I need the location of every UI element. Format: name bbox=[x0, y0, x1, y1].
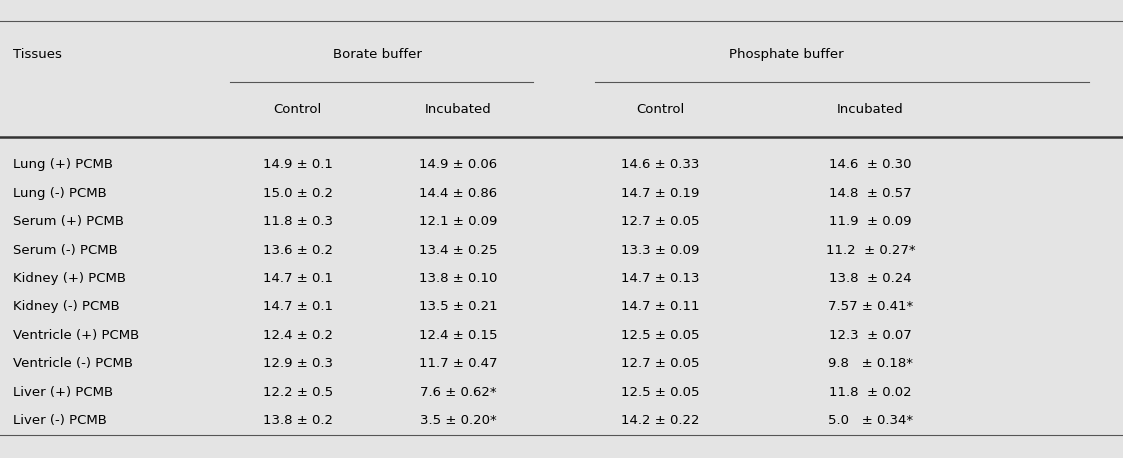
Text: Control: Control bbox=[274, 104, 321, 116]
Text: 14.8  ± 0.57: 14.8 ± 0.57 bbox=[829, 187, 912, 200]
Text: 7.6 ± 0.62*: 7.6 ± 0.62* bbox=[420, 386, 496, 398]
Text: 13.8 ± 0.2: 13.8 ± 0.2 bbox=[263, 414, 332, 427]
Text: 14.9 ± 0.1: 14.9 ± 0.1 bbox=[263, 158, 332, 171]
Text: 14.6 ± 0.33: 14.6 ± 0.33 bbox=[621, 158, 700, 171]
Text: Ventricle (-) PCMB: Ventricle (-) PCMB bbox=[13, 357, 134, 370]
Text: 13.8  ± 0.24: 13.8 ± 0.24 bbox=[829, 272, 912, 285]
Text: Serum (+) PCMB: Serum (+) PCMB bbox=[13, 215, 125, 228]
Text: 11.8 ± 0.3: 11.8 ± 0.3 bbox=[263, 215, 332, 228]
Text: 12.2 ± 0.5: 12.2 ± 0.5 bbox=[263, 386, 332, 398]
Text: 11.8  ± 0.02: 11.8 ± 0.02 bbox=[829, 386, 912, 398]
Text: 12.5 ± 0.05: 12.5 ± 0.05 bbox=[621, 386, 700, 398]
Text: 14.2 ± 0.22: 14.2 ± 0.22 bbox=[621, 414, 700, 427]
Text: Phosphate buffer: Phosphate buffer bbox=[729, 49, 843, 61]
Text: 11.9  ± 0.09: 11.9 ± 0.09 bbox=[829, 215, 912, 228]
Text: 14.7 ± 0.19: 14.7 ± 0.19 bbox=[621, 187, 700, 200]
Text: 13.8 ± 0.10: 13.8 ± 0.10 bbox=[419, 272, 497, 285]
Text: 13.4 ± 0.25: 13.4 ± 0.25 bbox=[419, 244, 497, 256]
Text: 12.4 ± 0.15: 12.4 ± 0.15 bbox=[419, 329, 497, 342]
Text: 9.8   ± 0.18*: 9.8 ± 0.18* bbox=[828, 357, 913, 370]
Text: 11.7 ± 0.47: 11.7 ± 0.47 bbox=[419, 357, 497, 370]
Text: 13.5 ± 0.21: 13.5 ± 0.21 bbox=[419, 300, 497, 313]
Text: 12.9 ± 0.3: 12.9 ± 0.3 bbox=[263, 357, 332, 370]
Text: Control: Control bbox=[637, 104, 684, 116]
Text: Serum (-) PCMB: Serum (-) PCMB bbox=[13, 244, 118, 256]
Text: 13.6 ± 0.2: 13.6 ± 0.2 bbox=[263, 244, 332, 256]
Text: 14.9 ± 0.06: 14.9 ± 0.06 bbox=[419, 158, 497, 171]
Text: 5.0   ± 0.34*: 5.0 ± 0.34* bbox=[828, 414, 913, 427]
Text: 15.0 ± 0.2: 15.0 ± 0.2 bbox=[263, 187, 332, 200]
Text: 14.4 ± 0.86: 14.4 ± 0.86 bbox=[419, 187, 497, 200]
Text: 12.1 ± 0.09: 12.1 ± 0.09 bbox=[419, 215, 497, 228]
Text: 14.7 ± 0.1: 14.7 ± 0.1 bbox=[263, 272, 332, 285]
Text: 12.4 ± 0.2: 12.4 ± 0.2 bbox=[263, 329, 332, 342]
Text: 12.7 ± 0.05: 12.7 ± 0.05 bbox=[621, 357, 700, 370]
Text: Kidney (-) PCMB: Kidney (-) PCMB bbox=[13, 300, 120, 313]
Text: Liver (-) PCMB: Liver (-) PCMB bbox=[13, 414, 108, 427]
Text: 7.57 ± 0.41*: 7.57 ± 0.41* bbox=[828, 300, 913, 313]
Text: 14.6  ± 0.30: 14.6 ± 0.30 bbox=[829, 158, 912, 171]
Text: 12.3  ± 0.07: 12.3 ± 0.07 bbox=[829, 329, 912, 342]
Text: 3.5 ± 0.20*: 3.5 ± 0.20* bbox=[420, 414, 496, 427]
Text: Tissues: Tissues bbox=[13, 49, 63, 61]
Text: 11.2  ± 0.27*: 11.2 ± 0.27* bbox=[825, 244, 915, 256]
Text: Incubated: Incubated bbox=[424, 104, 492, 116]
Text: Kidney (+) PCMB: Kidney (+) PCMB bbox=[13, 272, 127, 285]
Text: 14.7 ± 0.1: 14.7 ± 0.1 bbox=[263, 300, 332, 313]
Text: Borate buffer: Borate buffer bbox=[332, 49, 422, 61]
Text: 13.3 ± 0.09: 13.3 ± 0.09 bbox=[621, 244, 700, 256]
Text: Lung (+) PCMB: Lung (+) PCMB bbox=[13, 158, 113, 171]
Text: Liver (+) PCMB: Liver (+) PCMB bbox=[13, 386, 113, 398]
Text: Ventricle (+) PCMB: Ventricle (+) PCMB bbox=[13, 329, 139, 342]
Text: Lung (-) PCMB: Lung (-) PCMB bbox=[13, 187, 107, 200]
Text: 12.5 ± 0.05: 12.5 ± 0.05 bbox=[621, 329, 700, 342]
Text: Incubated: Incubated bbox=[837, 104, 904, 116]
Text: 12.7 ± 0.05: 12.7 ± 0.05 bbox=[621, 215, 700, 228]
Text: 14.7 ± 0.13: 14.7 ± 0.13 bbox=[621, 272, 700, 285]
Text: 14.7 ± 0.11: 14.7 ± 0.11 bbox=[621, 300, 700, 313]
